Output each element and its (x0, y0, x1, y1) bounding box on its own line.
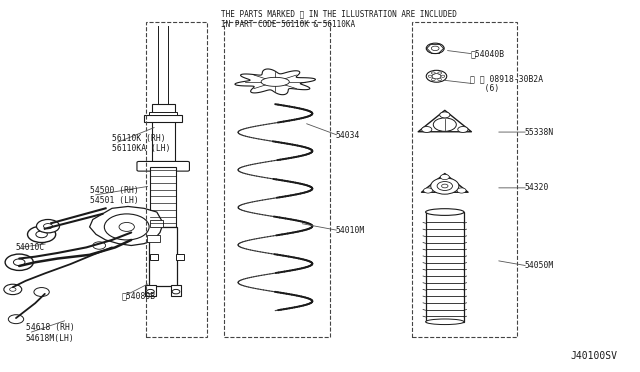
Circle shape (433, 118, 456, 131)
Circle shape (428, 75, 432, 77)
Circle shape (172, 289, 180, 294)
Circle shape (28, 226, 56, 243)
Circle shape (93, 242, 106, 249)
Text: 54500 (RH)
54501 (LH): 54500 (RH) 54501 (LH) (90, 186, 138, 205)
Bar (150, 220, 163, 227)
Circle shape (431, 72, 435, 74)
Circle shape (5, 254, 33, 270)
Bar (150, 167, 176, 227)
Circle shape (437, 182, 452, 190)
Polygon shape (90, 206, 163, 246)
Text: 55338N: 55338N (525, 128, 554, 137)
Bar (176, 254, 184, 260)
Text: 54010C: 54010C (16, 243, 45, 252)
Circle shape (438, 78, 442, 81)
Circle shape (441, 75, 445, 77)
Circle shape (13, 259, 25, 266)
Polygon shape (422, 173, 468, 192)
Text: ※ Ⓝ 08918-30B2A
   (6): ※ Ⓝ 08918-30B2A (6) (470, 74, 543, 93)
Circle shape (440, 174, 449, 180)
Circle shape (34, 288, 49, 296)
FancyBboxPatch shape (137, 161, 189, 171)
Circle shape (426, 70, 447, 82)
Text: 54034: 54034 (336, 131, 360, 140)
Polygon shape (235, 69, 316, 95)
Text: ※54040B: ※54040B (470, 49, 504, 58)
Circle shape (422, 126, 432, 132)
Circle shape (147, 289, 154, 294)
Bar (147, 235, 160, 242)
Bar (224, 22, 330, 337)
Bar (152, 104, 175, 167)
Circle shape (442, 184, 448, 188)
Circle shape (431, 178, 459, 194)
Text: ※54080B: ※54080B (122, 291, 156, 300)
Circle shape (431, 46, 439, 51)
Ellipse shape (426, 319, 464, 324)
Circle shape (432, 74, 441, 79)
Circle shape (104, 214, 149, 240)
Bar (149, 112, 177, 115)
Circle shape (426, 43, 444, 54)
Text: 54050M: 54050M (525, 262, 554, 270)
Bar (426, 212, 464, 322)
Text: 56110K (RH)
56110KA (LH): 56110K (RH) 56110KA (LH) (112, 134, 170, 153)
Bar (145, 285, 156, 296)
Circle shape (44, 224, 52, 229)
Bar (412, 22, 517, 337)
Text: THE PARTS MARKED ※ IN THE ILLUSTRATION ARE INCLUDED
IN PART CODE 56110K & 56110K: THE PARTS MARKED ※ IN THE ILLUSTRATION A… (221, 9, 457, 29)
Bar (150, 254, 158, 260)
Text: 54010M: 54010M (336, 226, 365, 235)
Circle shape (10, 288, 16, 291)
Bar (146, 22, 207, 337)
Ellipse shape (426, 209, 464, 215)
Circle shape (36, 219, 60, 233)
Circle shape (438, 72, 442, 74)
Circle shape (424, 188, 433, 193)
Circle shape (119, 222, 134, 231)
Text: J40100SV: J40100SV (571, 351, 618, 361)
Circle shape (457, 188, 466, 193)
Circle shape (458, 126, 468, 132)
Polygon shape (418, 110, 472, 132)
Circle shape (440, 112, 450, 118)
Circle shape (4, 284, 22, 295)
Text: 54618 (RH)
54618M(LH): 54618 (RH) 54618M(LH) (26, 323, 74, 343)
Bar (171, 285, 181, 296)
Text: 54320: 54320 (525, 183, 549, 192)
Circle shape (431, 78, 435, 81)
Bar (144, 115, 182, 122)
Polygon shape (261, 77, 289, 86)
Circle shape (36, 231, 47, 238)
Circle shape (8, 315, 24, 324)
Bar (149, 227, 177, 286)
